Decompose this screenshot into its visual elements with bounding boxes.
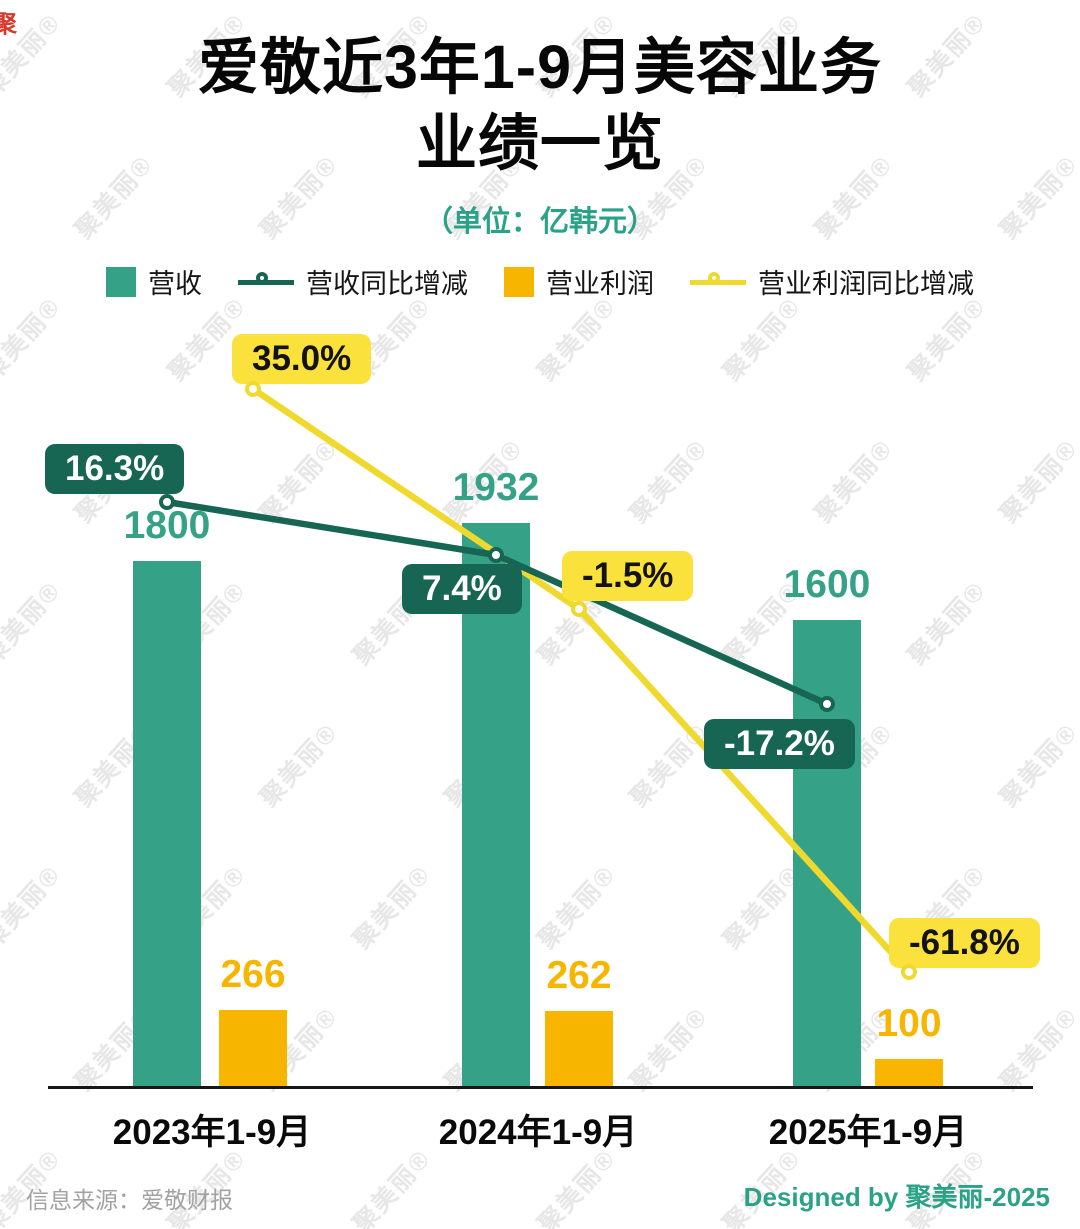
watermark-text: 聚美丽® (532, 860, 622, 955)
page-title-line2: 业绩一览 (415, 108, 664, 177)
profit-growth-label-2023: 35.0% (232, 334, 372, 385)
corner-logo: 聚 (0, 11, 17, 38)
watermark-text: 聚美丽® (624, 1002, 714, 1097)
legend-label-profit-growth: 营业利润同比增减 (758, 269, 974, 299)
legend-label-revenue-growth: 营收同比增减 (306, 269, 468, 299)
watermark-text: 聚美丽® (347, 860, 437, 955)
watermark-text: 聚美丽® (254, 434, 344, 529)
line-point-marker (245, 381, 261, 397)
watermark-text: 聚美丽® (994, 718, 1080, 813)
profit-bar-2024 (545, 1011, 613, 1088)
profit-value-2023: 266 (220, 953, 286, 996)
revenue-bar-2025 (793, 620, 861, 1088)
profit-growth-label-2024: -1.5% (562, 551, 694, 602)
design-credit: Designed by 聚美丽-2025 (743, 1182, 1050, 1212)
profit-value-2025: 100 (876, 1002, 942, 1045)
revenue-bar-2023 (133, 561, 201, 1088)
line-dot (256, 271, 268, 284)
watermark-text: 聚美丽® (0, 292, 67, 387)
page-title-line1: 爱敬近3年1-9月美容业务 (197, 33, 883, 101)
legend-label-revenue: 营收 (148, 269, 202, 299)
revenue-growth-label-2023: 16.3% (45, 444, 185, 495)
watermark-text: 聚美丽® (994, 434, 1080, 529)
unit-subtitle: （单位：亿韩元） (423, 206, 656, 238)
line-point-marker (819, 696, 835, 712)
profit-growth-label-2025: -61.8% (889, 918, 1040, 969)
legend-item-profit-growth: 营业利润同比增减 (690, 262, 974, 301)
watermark-text: 聚美丽® (717, 292, 807, 387)
profit-bar-2025 (875, 1059, 943, 1088)
watermark-text: 聚美丽® (624, 434, 714, 529)
watermark-text: 聚美丽® (902, 576, 992, 671)
revenue-value-2025: 1600 (783, 563, 871, 606)
revenue-swatch-icon (106, 266, 136, 297)
watermark-text: 聚美丽® (532, 292, 622, 387)
watermark-text: 聚美丽® (0, 860, 67, 955)
line-point-marker (159, 494, 175, 510)
watermark-text: 聚美丽® (902, 292, 992, 387)
line-point-marker (571, 601, 587, 617)
line-point-marker (901, 964, 917, 980)
watermark-text: 聚美丽® (624, 718, 714, 813)
revenue-growth-label-2025: -17.2% (704, 719, 855, 770)
source-note: 信息来源：爱敬财报 (26, 1187, 233, 1213)
legend-item-revenue-growth: 营收同比增减 (238, 262, 468, 301)
profit-bar-2023 (219, 1010, 287, 1088)
line-point-marker (488, 547, 504, 563)
category-label-2025: 2025年1-9月 (768, 1113, 968, 1152)
profit-growth-line-icon (690, 271, 746, 293)
revenue-value-2023: 1800 (123, 504, 211, 547)
category-label-2024: 2024年1-9月 (438, 1113, 638, 1152)
x-axis-line (48, 1086, 1033, 1089)
revenue-growth-line-icon (238, 271, 294, 293)
legend-item-revenue: 营收 (106, 262, 202, 301)
profit-swatch-icon (504, 266, 534, 297)
legend: 营收 营收同比增减 营业利润 营业利润同比增减 (0, 262, 1080, 301)
watermark-text: 聚美丽® (994, 1002, 1080, 1097)
watermark-text: 聚美丽® (254, 718, 344, 813)
watermark-text: 聚美丽® (347, 1144, 437, 1229)
legend-label-profit: 营业利润 (546, 269, 654, 299)
category-label-2023: 2023年1-9月 (112, 1113, 312, 1152)
watermark-text: 聚美丽® (809, 434, 899, 529)
revenue-growth-label-2024: 7.4% (402, 564, 522, 615)
legend-item-profit: 营业利润 (504, 262, 654, 301)
watermark-text: 聚美丽® (0, 576, 67, 671)
page-title: 爱敬近3年1-9月美容业务 业绩一览 (0, 30, 1080, 181)
profit-value-2024: 262 (546, 954, 612, 997)
revenue-value-2024: 1932 (452, 466, 540, 509)
line-dot (708, 271, 720, 284)
